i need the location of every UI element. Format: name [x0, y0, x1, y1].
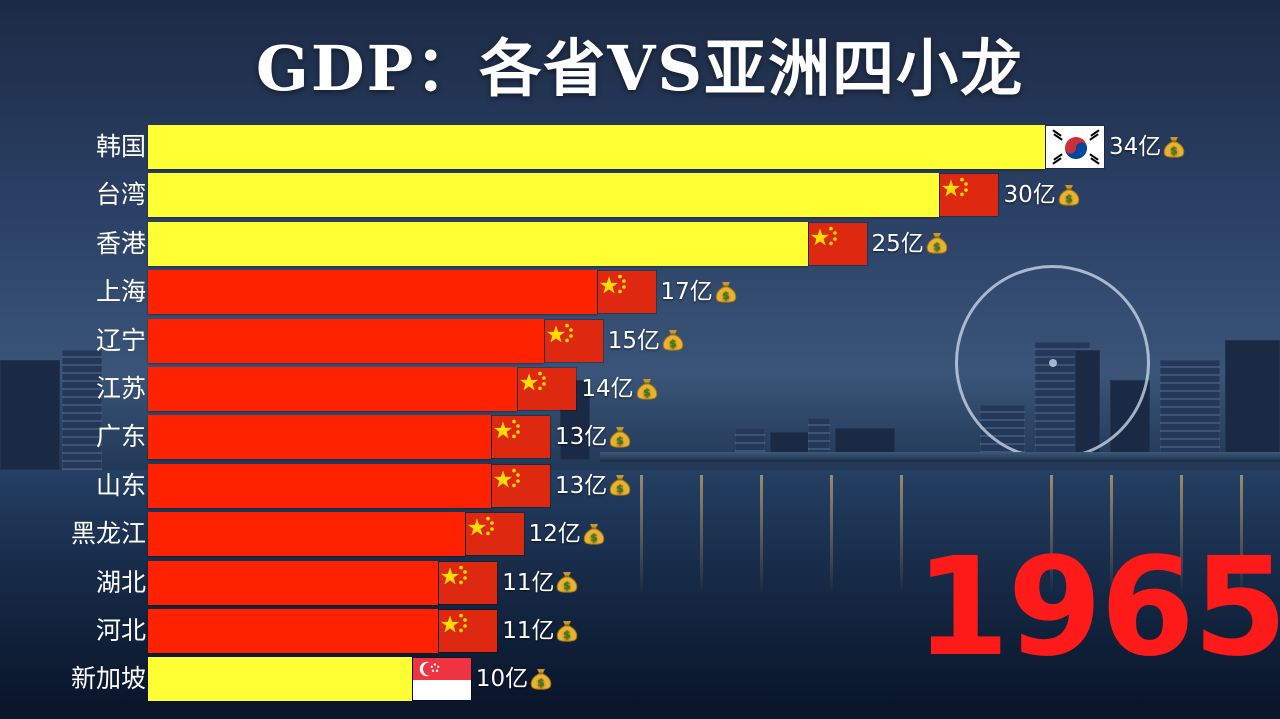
money-bag-icon: $: [1057, 181, 1081, 207]
svg-text:$: $: [590, 531, 598, 544]
year-indicator: 1965: [915, 529, 1280, 687]
category-label: 湖北: [95, 567, 146, 597]
svg-text:$: $: [1065, 192, 1073, 205]
money-bag-icon: $: [555, 568, 579, 594]
money-bag-icon: $: [925, 229, 949, 255]
category-label: 河北: [95, 616, 146, 645]
category-label: 山东: [95, 470, 146, 500]
value-text: 12亿: [528, 521, 581, 548]
bar: [148, 609, 439, 653]
value-text: 13亿: [554, 424, 608, 451]
chart-title: GDP：各省VS亚洲四小龙: [255, 32, 1025, 105]
svg-text:$: $: [722, 289, 730, 302]
china-flag-icon: [596, 270, 657, 315]
money-bag-icon: $: [635, 375, 659, 401]
value-text: 14亿: [581, 376, 634, 402]
china-flag-icon: [490, 463, 551, 508]
svg-text:$: $: [616, 482, 624, 495]
money-bag-icon: $: [555, 617, 579, 643]
value-text: 34亿: [1109, 134, 1162, 160]
china-flag-icon: [438, 609, 499, 653]
category-label: 新加坡: [70, 664, 146, 694]
bar: [148, 125, 1045, 169]
value-text: 13亿: [554, 472, 608, 499]
svg-text:$: $: [564, 628, 572, 641]
svg-text:$: $: [643, 386, 651, 399]
svg-text:$: $: [616, 434, 624, 447]
svg-text:$: $: [537, 676, 545, 689]
china-flag-icon: [464, 512, 525, 557]
money-bag-icon: $: [608, 471, 632, 497]
category-label: 黑龙江: [70, 519, 146, 549]
china-flag-icon: [543, 318, 604, 363]
value-label: 10亿 $: [476, 657, 553, 701]
value-label: 34亿 $: [1109, 125, 1186, 169]
bar: [148, 173, 940, 218]
value-text: 15亿: [607, 327, 661, 354]
value-label: 13亿 $: [555, 415, 632, 459]
value-text: 10亿: [475, 666, 529, 693]
value-label: 25亿 $: [872, 222, 949, 266]
money-bag-icon: $: [582, 520, 606, 546]
value-text: 25亿: [871, 230, 924, 257]
china-flag-icon: [490, 415, 551, 460]
korea-flag-icon: [1045, 125, 1105, 169]
bar: [148, 463, 491, 508]
value-text: 17亿: [660, 279, 713, 306]
value-label: 17亿 $: [661, 270, 738, 314]
category-label: 台湾: [95, 180, 146, 210]
category-label: 韩国: [95, 132, 146, 161]
money-bag-icon: $: [1162, 133, 1186, 159]
svg-text:$: $: [1170, 144, 1178, 157]
china-flag-icon: [517, 367, 578, 411]
bar: [148, 415, 491, 460]
money-bag-icon: $: [661, 326, 685, 352]
value-label: 30亿 $: [1003, 173, 1080, 217]
bar: [148, 512, 465, 557]
singapore-flag-icon: [411, 657, 472, 702]
bar: [148, 560, 439, 605]
bar: [148, 318, 544, 363]
svg-text:$: $: [669, 337, 677, 350]
category-label: 江苏: [95, 374, 146, 403]
china-flag-icon: [807, 221, 868, 266]
money-bag-icon: $: [714, 278, 738, 304]
money-bag-icon: $: [608, 423, 632, 449]
china-flag-icon: [939, 173, 1000, 218]
category-label: 广东: [95, 422, 146, 452]
value-label: 13亿 $: [555, 464, 632, 508]
svg-text:$: $: [564, 579, 572, 592]
value-text: 11亿: [502, 569, 555, 596]
value-label: 14亿 $: [581, 367, 658, 411]
value-text: 30亿: [1003, 182, 1056, 209]
svg-text:$: $: [933, 240, 941, 253]
category-label: 上海: [95, 277, 146, 307]
china-flag-icon: [438, 560, 499, 605]
category-label: 辽宁: [95, 325, 146, 355]
bar: [148, 270, 597, 315]
value-label: 11亿 $: [502, 609, 579, 653]
bar: [148, 657, 412, 702]
bar: [148, 367, 518, 411]
value-label: 15亿 $: [608, 319, 685, 363]
value-label: 12亿 $: [529, 512, 606, 556]
category-label: 香港: [95, 228, 146, 258]
value-label: 11亿 $: [502, 561, 579, 605]
money-bag-icon: $: [529, 665, 553, 691]
value-text: 11亿: [502, 618, 555, 644]
bar: [148, 221, 808, 266]
